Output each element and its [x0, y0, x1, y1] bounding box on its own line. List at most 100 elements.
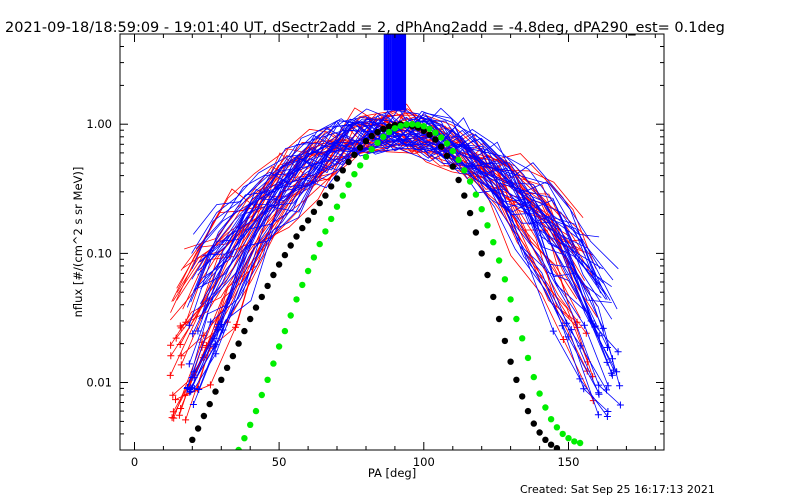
curve-point: [576, 439, 584, 447]
data-point-plus: [212, 350, 220, 358]
curve-point: [357, 144, 364, 151]
curve-point: [466, 178, 474, 185]
curve-point: [495, 257, 503, 264]
data-point-plus: [172, 334, 180, 342]
curve-point: [443, 152, 451, 159]
curve-point: [339, 167, 346, 174]
data-point-plus: [604, 408, 612, 415]
data-point-plus: [567, 326, 575, 334]
curve-point: [461, 167, 468, 174]
data-point-plus: [176, 341, 184, 348]
curve-point: [426, 125, 433, 133]
series-line: [180, 109, 570, 366]
curve-point: [484, 271, 491, 279]
series-line: [196, 110, 618, 310]
curve-point: [565, 435, 572, 442]
curve-point: [542, 436, 549, 443]
curve-point: [252, 407, 260, 415]
data-point-plus: [549, 327, 557, 335]
data-point-plus: [614, 348, 622, 356]
data-point-plus: [168, 414, 176, 422]
curve-point: [449, 163, 456, 170]
curve-point: [258, 293, 265, 301]
data-point-plus: [232, 323, 239, 331]
curve-point: [380, 133, 387, 140]
series-line: [182, 112, 584, 310]
data-point-plus: [177, 352, 185, 360]
curve-point: [287, 312, 294, 319]
curve-point: [287, 242, 294, 249]
data-point-plus: [177, 361, 185, 369]
data-point-plus: [609, 355, 616, 363]
series-line: [193, 117, 600, 373]
curve-point: [264, 282, 271, 290]
curve-point: [270, 360, 277, 367]
data-point-plus: [167, 341, 175, 349]
data-point-plus: [580, 385, 588, 393]
data-point-plus: [175, 411, 183, 419]
curve-point: [513, 315, 520, 323]
curve-point: [490, 239, 497, 246]
curve-point: [247, 315, 254, 323]
data-point-plus: [595, 381, 603, 389]
series-line: [197, 116, 608, 363]
curve-point: [385, 123, 393, 130]
curve-point: [212, 388, 219, 395]
curve-point: [484, 222, 491, 229]
curve-point: [275, 343, 283, 350]
x-axis-label: PA [deg]: [368, 466, 416, 480]
curve-point: [524, 407, 532, 415]
data-point-plus: [169, 391, 177, 399]
y-tick-label: 0.10: [86, 246, 112, 260]
curve-point: [299, 224, 306, 232]
curve-point: [189, 436, 196, 443]
curve-point: [438, 143, 445, 150]
curve-point: [351, 151, 358, 158]
data-point-plus: [186, 388, 194, 396]
curve-point: [513, 376, 520, 383]
curve-point: [293, 233, 300, 240]
curve-point: [507, 358, 514, 365]
data-point-plus: [206, 381, 214, 389]
curve-point: [432, 136, 439, 143]
curve-point: [362, 137, 370, 145]
curve-point: [420, 123, 427, 130]
curve-point: [357, 162, 364, 169]
curve-point: [252, 304, 260, 311]
chart-title: 2021-09-18/18:59:09 - 19:01:40 UT, dSect…: [5, 20, 725, 36]
curve-point: [490, 293, 497, 301]
series-line: [186, 117, 600, 395]
data-point-plus: [616, 382, 624, 390]
data-layer: [166, 34, 624, 450]
data-point-plus: [185, 360, 193, 368]
x-tick-label: 50: [272, 455, 287, 469]
curve-point: [530, 373, 537, 381]
curve-point: [235, 446, 242, 450]
data-point-plus: [183, 385, 191, 392]
curve-point: [536, 429, 543, 436]
curve-point: [299, 281, 306, 289]
curve-point: [333, 203, 341, 210]
series-line: [186, 119, 612, 308]
y-tick-label: 1.00: [86, 117, 112, 131]
data-point-plus: [189, 401, 197, 408]
curve-point: [432, 129, 439, 136]
y-tick-label: 0.01: [86, 376, 112, 390]
curve-point: [426, 131, 433, 138]
y-axis-label: nflux [#/(cm^2 s sr MeV)]: [71, 167, 85, 318]
curve-point: [206, 400, 213, 408]
curve-point: [328, 183, 335, 190]
curve-point: [281, 251, 289, 259]
curve-point: [351, 171, 358, 178]
curve-point: [275, 261, 283, 268]
data-point-plus: [616, 401, 624, 409]
curve-point: [194, 425, 202, 432]
data-point-plus: [594, 411, 602, 419]
curve-point: [374, 128, 381, 136]
curve-point: [519, 393, 526, 400]
curve-point: [218, 376, 225, 383]
plot-frame: [119, 33, 665, 451]
curve-point: [258, 391, 265, 399]
data-point-plus: [194, 327, 202, 335]
